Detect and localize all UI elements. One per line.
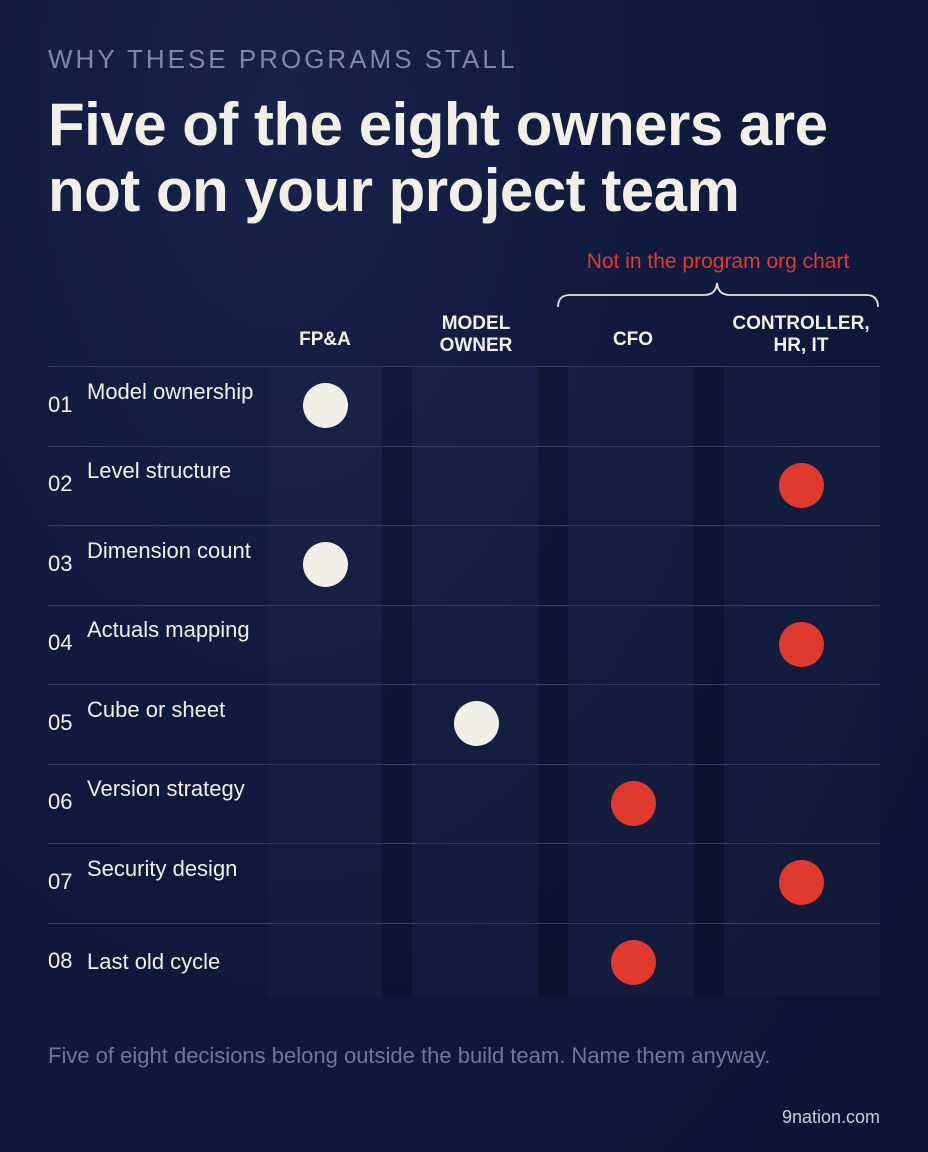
- column-band-model-owner: [412, 366, 538, 996]
- column-header-1: MODEL OWNER: [406, 313, 546, 357]
- column-band-fpa: [268, 366, 382, 996]
- column-header-line1: CFO: [612, 329, 654, 350]
- owner-dot-red: [778, 462, 824, 508]
- row-label: Version strategy: [87, 776, 245, 802]
- footer-note: Five of eight decisions belong outside t…: [48, 1043, 771, 1068]
- row-divider: [48, 445, 880, 447]
- owner-dot-white: [453, 701, 499, 747]
- row-number: 04: [48, 630, 73, 656]
- row-number: 02: [48, 471, 73, 497]
- owner-dot-red: [610, 939, 656, 985]
- owner-dot-white: [302, 383, 348, 429]
- column-gap: [382, 366, 412, 996]
- owner-dot-red: [610, 780, 656, 826]
- row-number: 07: [48, 868, 73, 894]
- owner-dot-red: [778, 860, 824, 906]
- row-label: Last old cycle: [87, 949, 221, 975]
- eyebrow: WHY THESE PROGRAMS STALL: [48, 44, 518, 74]
- row-number: 03: [48, 550, 73, 576]
- column-header-line2: HR, IT: [773, 335, 829, 356]
- row-number: 08: [48, 948, 73, 974]
- row-label: Level structure: [87, 458, 232, 484]
- row-divider: [48, 922, 880, 924]
- row-label: Cube or sheet: [87, 696, 226, 722]
- row-label: Actuals mapping: [87, 617, 250, 643]
- curly-bracket: [557, 282, 879, 308]
- column-band-cfo: [568, 366, 694, 996]
- row-divider: [48, 684, 880, 685]
- row-label: Security design: [87, 855, 238, 881]
- credit: 9nation.com: [781, 1107, 880, 1127]
- row-number: 05: [48, 709, 73, 735]
- row-divider: [48, 843, 880, 844]
- bracket-label: Not in the program org chart: [586, 250, 850, 273]
- column-header-line1: CONTROLLER,: [732, 313, 870, 334]
- page-title: Five of the eight owners are not on your…: [48, 91, 828, 224]
- column-header-line2: OWNER: [439, 335, 513, 356]
- row-divider: [48, 604, 880, 606]
- column-gap: [538, 366, 568, 996]
- row-divider: [48, 525, 880, 526]
- column-header-3: CONTROLLER, HR, IT: [716, 313, 886, 357]
- column-header-2: CFO: [563, 329, 703, 351]
- row-divider: [48, 763, 880, 765]
- column-header-line1: MODEL: [441, 313, 511, 334]
- column-header-line1: FP&A: [299, 329, 351, 350]
- row-divider: [48, 366, 880, 367]
- row-label: Dimension count: [87, 537, 251, 563]
- row-label: Model ownership: [87, 378, 254, 404]
- owner-dot-red: [778, 621, 824, 667]
- row-number: 01: [48, 391, 73, 417]
- column-header-0: FP&A: [260, 329, 390, 351]
- owner-dot-white: [302, 542, 348, 588]
- row-number: 06: [48, 789, 73, 815]
- column-gap: [694, 366, 724, 996]
